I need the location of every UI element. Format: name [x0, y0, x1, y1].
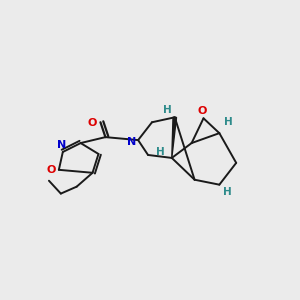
Polygon shape [172, 117, 176, 158]
Text: H: H [155, 147, 164, 157]
Text: N: N [127, 137, 136, 147]
Text: H: H [164, 105, 172, 116]
Text: O: O [198, 106, 207, 116]
Text: O: O [88, 118, 97, 128]
Text: N: N [57, 140, 66, 150]
Text: H: H [224, 117, 233, 127]
Text: O: O [46, 165, 56, 175]
Text: H: H [223, 187, 232, 196]
